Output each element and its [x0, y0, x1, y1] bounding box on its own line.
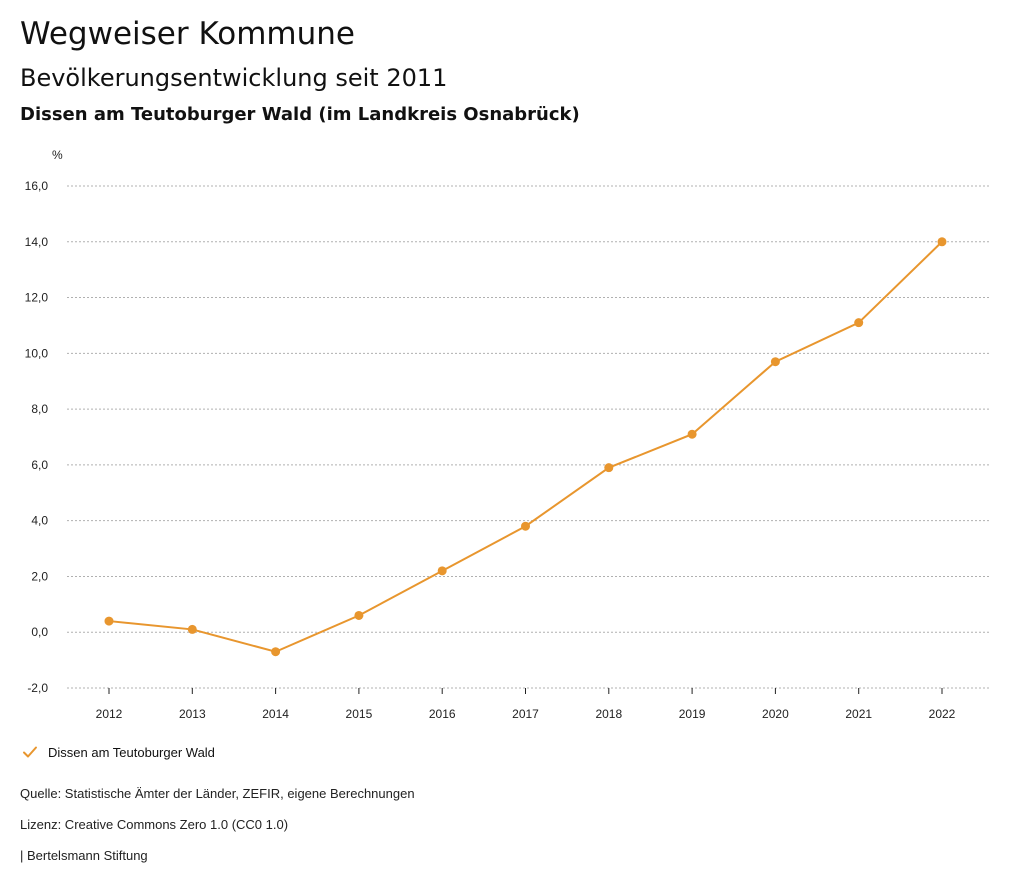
data-point: [271, 647, 281, 657]
x-tick-label: 2014: [262, 707, 289, 721]
y-tick-label: 16,0: [25, 179, 49, 193]
y-tick-label: 14,0: [25, 235, 49, 249]
x-tick-label: 2012: [96, 707, 123, 721]
x-tick-label: 2022: [929, 707, 956, 721]
y-tick-label: 12,0: [25, 291, 49, 305]
publisher-text: | Bertelsmann Stiftung: [20, 848, 148, 863]
series-line: [108, 241, 943, 653]
legend-item[interactable]: Dissen am Teutoburger Wald: [22, 744, 215, 760]
page-title: Wegweiser Kommune: [20, 16, 355, 52]
data-point: [354, 610, 364, 620]
y-tick-label: -2,0: [27, 681, 48, 695]
data-point: [854, 318, 864, 328]
data-point: [937, 237, 947, 247]
data-point: [770, 357, 780, 367]
data-point: [104, 616, 114, 626]
x-tick-label: 2015: [346, 707, 373, 721]
data-point: [521, 521, 530, 531]
x-tick-label: 2017: [512, 707, 539, 721]
y-tick-label: 6,0: [31, 458, 48, 472]
y-tick-label: 0,0: [31, 625, 48, 639]
region-name: Dissen am Teutoburger Wald (im Landkreis…: [20, 104, 580, 125]
line-chart: % -2,0 0,0 2,0 4,0 6,0 8,0 10,0 12,0 14,0 16,0 2012…: [25, 148, 990, 721]
check-icon: [22, 744, 38, 760]
data-point: [604, 463, 614, 473]
x-tick-label: 2019: [679, 707, 706, 721]
legend-label: Dissen am Teutoburger Wald: [48, 744, 215, 760]
chart-subtitle: Bevölkerungsentwicklung seit 2011: [20, 64, 448, 92]
data-point: [687, 429, 697, 439]
y-tick-label: 4,0: [31, 514, 48, 528]
y-tick-label: 10,0: [25, 346, 49, 360]
x-tick-label: 2016: [429, 707, 456, 721]
y-axis-unit-label: %: [52, 148, 63, 162]
source-text: Quelle: Statistische Ämter der Länder, Z…: [20, 786, 415, 801]
x-tick-label: 2013: [179, 707, 206, 721]
x-tick-label: 2021: [845, 707, 872, 721]
y-tick-label: 2,0: [31, 569, 48, 583]
y-tick-label: 8,0: [31, 402, 48, 416]
x-tick-label: 2020: [762, 707, 789, 721]
x-tick-label: 2018: [595, 707, 622, 721]
data-point: [187, 624, 197, 634]
license-text: Lizenz: Creative Commons Zero 1.0 (CC0 1…: [20, 817, 289, 832]
data-point: [437, 566, 447, 576]
